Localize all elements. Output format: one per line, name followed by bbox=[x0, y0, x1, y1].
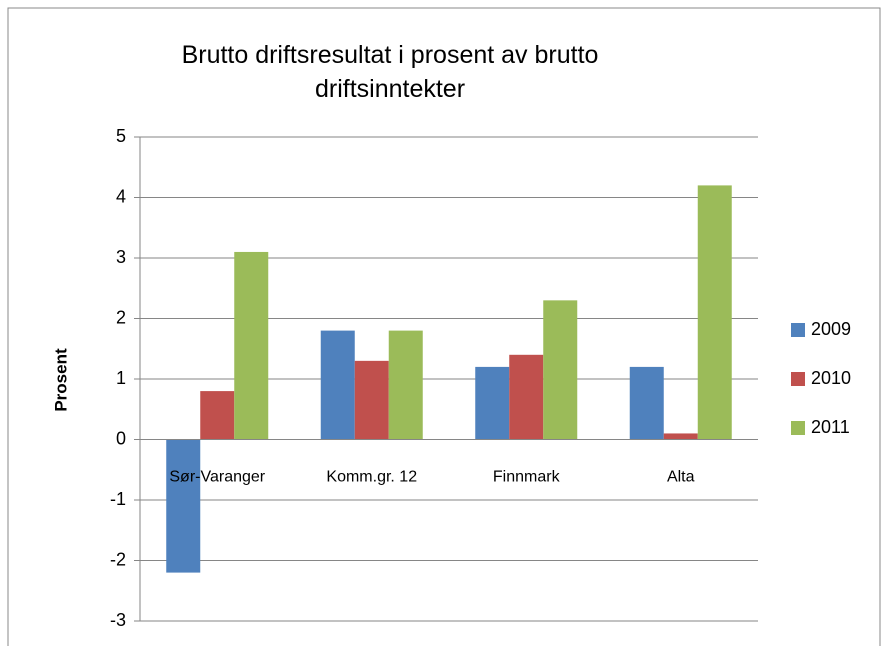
legend-label: 2011 bbox=[811, 417, 850, 437]
legend-label: 2009 bbox=[811, 319, 851, 339]
x-tick-label: Finnmark bbox=[493, 469, 561, 486]
bar bbox=[475, 366, 510, 440]
legend-swatch bbox=[791, 323, 805, 337]
bar bbox=[166, 439, 201, 573]
y-tick-label: -1 bbox=[110, 489, 126, 509]
legend-label: 2010 bbox=[811, 368, 851, 388]
bar bbox=[509, 354, 544, 440]
x-tick-label: Alta bbox=[667, 469, 695, 486]
chart-title: Brutto driftsresultat i prosent av brutt… bbox=[181, 41, 599, 103]
bar bbox=[354, 360, 389, 440]
bar bbox=[320, 330, 355, 440]
y-tick-label: 4 bbox=[116, 186, 126, 206]
bar bbox=[234, 251, 269, 440]
y-tick-label: 1 bbox=[116, 368, 126, 388]
legend-swatch bbox=[791, 372, 805, 386]
bar bbox=[663, 433, 698, 440]
x-tick-label: Sør-Varanger bbox=[169, 469, 265, 486]
chart-border bbox=[7, 7, 881, 646]
y-tick-label: -3 bbox=[110, 610, 126, 630]
bar bbox=[388, 330, 423, 440]
bar bbox=[200, 391, 235, 440]
y-tick-label: 2 bbox=[116, 307, 126, 327]
y-tick-label: 3 bbox=[116, 247, 126, 267]
y-axis-label: Prosent bbox=[51, 348, 70, 412]
y-tick-label: -2 bbox=[110, 549, 126, 569]
y-tick-label: 0 bbox=[116, 428, 126, 448]
x-tick-label: Komm.gr. 12 bbox=[326, 469, 417, 486]
bar bbox=[543, 300, 578, 440]
bar bbox=[629, 366, 664, 440]
bar bbox=[697, 185, 732, 440]
y-tick-label: 5 bbox=[116, 126, 126, 146]
legend-swatch bbox=[791, 421, 805, 435]
